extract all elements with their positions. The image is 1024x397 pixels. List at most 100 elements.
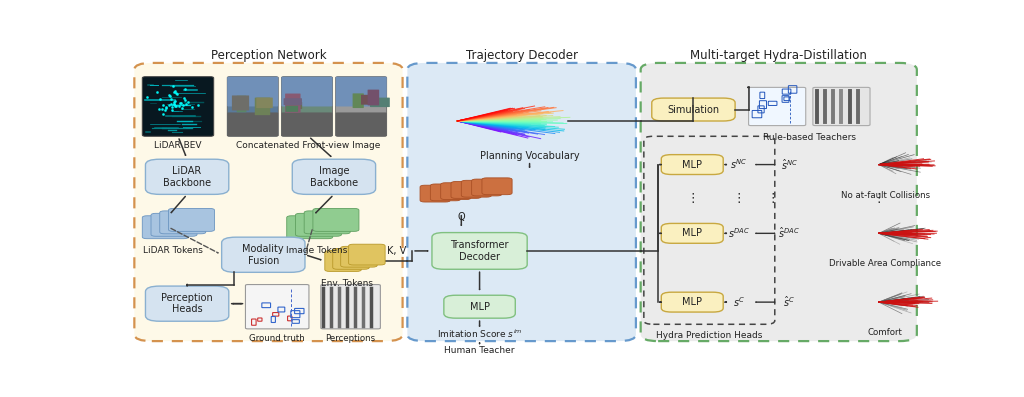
FancyBboxPatch shape <box>145 286 228 321</box>
FancyBboxPatch shape <box>142 216 188 239</box>
Point <box>167 88 183 94</box>
FancyBboxPatch shape <box>336 77 387 136</box>
FancyBboxPatch shape <box>368 90 379 105</box>
FancyBboxPatch shape <box>292 159 376 195</box>
FancyBboxPatch shape <box>227 112 279 136</box>
FancyBboxPatch shape <box>336 77 387 106</box>
FancyBboxPatch shape <box>472 179 502 196</box>
FancyBboxPatch shape <box>227 77 279 106</box>
FancyBboxPatch shape <box>432 233 527 269</box>
Point <box>172 100 188 106</box>
Text: LiDAR BEV: LiDAR BEV <box>155 141 202 150</box>
Text: Image Tokens: Image Tokens <box>286 246 347 255</box>
FancyBboxPatch shape <box>282 77 333 136</box>
Text: Rule-based Teachers: Rule-based Teachers <box>763 133 856 142</box>
Point <box>164 107 180 113</box>
Text: $s^{NC}$: $s^{NC}$ <box>730 158 748 172</box>
FancyBboxPatch shape <box>641 63 916 341</box>
FancyBboxPatch shape <box>169 208 214 231</box>
Point <box>174 102 190 108</box>
Text: Comfort: Comfort <box>867 328 902 337</box>
FancyBboxPatch shape <box>341 246 377 267</box>
FancyBboxPatch shape <box>151 213 197 236</box>
FancyBboxPatch shape <box>370 98 390 107</box>
Text: $s^{DAC}$: $s^{DAC}$ <box>728 226 751 240</box>
FancyBboxPatch shape <box>662 155 723 175</box>
Text: Trajectory Decoder: Trajectory Decoder <box>466 49 578 62</box>
Text: ⋮: ⋮ <box>766 193 778 206</box>
FancyBboxPatch shape <box>430 184 461 201</box>
FancyBboxPatch shape <box>145 159 228 195</box>
Text: LiDAR Tokens: LiDAR Tokens <box>142 246 203 255</box>
FancyBboxPatch shape <box>284 98 302 105</box>
Point <box>166 89 182 95</box>
Point <box>170 103 186 109</box>
Point <box>177 101 194 107</box>
Point <box>172 99 188 106</box>
Point <box>161 102 177 108</box>
Point <box>158 105 174 111</box>
Text: Imitation Score $s^{im}$: Imitation Score $s^{im}$ <box>437 328 522 340</box>
Text: Perceptions: Perceptions <box>326 334 376 343</box>
FancyBboxPatch shape <box>440 183 471 200</box>
FancyBboxPatch shape <box>333 249 370 269</box>
FancyBboxPatch shape <box>652 98 735 121</box>
Point <box>166 101 182 108</box>
Text: Q: Q <box>458 212 465 222</box>
Point <box>157 107 173 113</box>
Text: LiDAR
Backbone: LiDAR Backbone <box>163 166 211 188</box>
Point <box>183 104 200 110</box>
Point <box>151 106 167 112</box>
Text: Multi-target Hydra-Distillation: Multi-target Hydra-Distillation <box>690 49 867 62</box>
Text: No at-fault Collisions: No at-fault Collisions <box>841 191 930 200</box>
Point <box>167 98 183 104</box>
FancyBboxPatch shape <box>246 285 309 329</box>
Point <box>176 95 193 101</box>
Point <box>179 98 196 105</box>
FancyBboxPatch shape <box>443 295 515 318</box>
Text: MLP: MLP <box>682 297 702 307</box>
Text: $\hat{s}^{DAC}$: $\hat{s}^{DAC}$ <box>778 226 800 241</box>
FancyBboxPatch shape <box>237 96 247 112</box>
FancyBboxPatch shape <box>321 285 380 329</box>
Point <box>155 102 171 108</box>
FancyBboxPatch shape <box>461 180 492 197</box>
Text: Transformer
Decoder: Transformer Decoder <box>451 240 509 262</box>
Point <box>166 98 182 105</box>
Point <box>168 103 184 109</box>
Text: Simulation: Simulation <box>668 104 720 115</box>
FancyBboxPatch shape <box>134 63 402 341</box>
Point <box>174 105 190 112</box>
Text: Hydra Prediction Heads: Hydra Prediction Heads <box>656 331 763 340</box>
Point <box>161 92 177 98</box>
FancyBboxPatch shape <box>227 77 279 136</box>
Text: Concatenated Front-view Image: Concatenated Front-view Image <box>237 141 381 150</box>
FancyBboxPatch shape <box>749 87 806 125</box>
Text: Perception Network: Perception Network <box>211 49 327 62</box>
Point <box>163 96 179 102</box>
FancyBboxPatch shape <box>221 237 305 272</box>
Text: MLP: MLP <box>470 302 489 312</box>
Point <box>189 102 206 109</box>
Point <box>166 101 182 108</box>
FancyBboxPatch shape <box>286 106 298 112</box>
Text: Image
Backbone: Image Backbone <box>310 166 358 188</box>
Point <box>148 89 165 95</box>
Text: $\hat{s}^{NC}$: $\hat{s}^{NC}$ <box>780 158 798 172</box>
Text: $s^{C}$: $s^{C}$ <box>733 295 745 309</box>
Point <box>177 96 194 103</box>
FancyBboxPatch shape <box>662 224 723 243</box>
Point <box>177 86 194 93</box>
FancyBboxPatch shape <box>361 95 376 105</box>
Text: K, V: K, V <box>387 246 406 256</box>
FancyBboxPatch shape <box>451 181 481 198</box>
Text: Planning Vocabulary: Planning Vocabulary <box>480 151 580 161</box>
Text: Modality
Fusion: Modality Fusion <box>243 244 284 266</box>
FancyBboxPatch shape <box>352 93 364 108</box>
FancyBboxPatch shape <box>256 98 272 108</box>
Point <box>154 106 170 112</box>
FancyBboxPatch shape <box>142 77 214 136</box>
FancyBboxPatch shape <box>255 98 270 115</box>
FancyBboxPatch shape <box>482 178 512 195</box>
FancyBboxPatch shape <box>813 87 870 125</box>
